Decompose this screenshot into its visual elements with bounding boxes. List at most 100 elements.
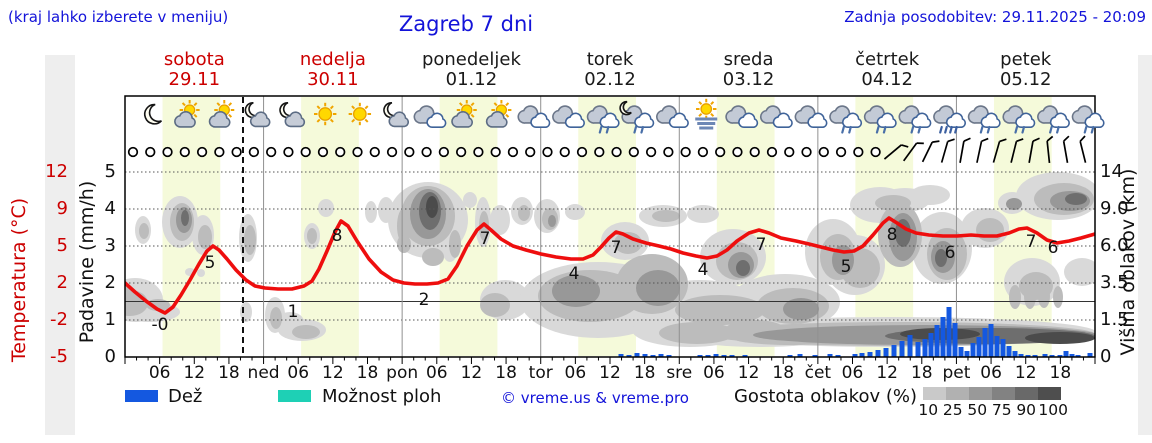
wind-calm-icon [248, 146, 260, 158]
weather-icon-clouds [794, 105, 828, 128]
temp-value-label: -0 [152, 315, 169, 335]
weather-icon-clouds-drizzle [863, 105, 897, 134]
density-tick: 75 [991, 401, 1012, 419]
rain-legend-label: Dež [168, 386, 203, 407]
wind-barb-icon [883, 144, 909, 160]
wind-barb-icon [902, 142, 924, 162]
cloud-blob [463, 192, 477, 208]
x-day-abbrev: čet [805, 363, 832, 383]
cloud-blob [1038, 284, 1050, 308]
temp-tick: 2 [56, 272, 68, 293]
wind-barb-icon [1010, 138, 1024, 163]
precip-bar [1012, 351, 1018, 357]
x-hour-label: 06 [703, 363, 725, 383]
page-title: Zagreb 7 dni [398, 12, 534, 36]
density-tick: 25 [942, 401, 963, 419]
x-hour-label: 12 [738, 363, 760, 383]
temp-tick: 5 [56, 235, 68, 256]
wind-symbols-row [127, 135, 1087, 164]
cloud-blob [875, 195, 911, 211]
x-hour-label: 12 [461, 363, 483, 383]
wind-barb-icon [1046, 135, 1054, 164]
cloud-blob [240, 302, 252, 322]
precip-bar [1000, 339, 1006, 357]
precip-bar [742, 355, 748, 357]
wind-calm-icon [438, 146, 450, 158]
wind-calm-icon [645, 146, 657, 158]
wind-calm-icon [490, 146, 501, 158]
cloud-blob [139, 223, 149, 239]
precip-bar [976, 337, 982, 357]
precip-bar [1032, 355, 1038, 357]
x-hour-label: 18 [634, 363, 656, 383]
weather-icons-row [144, 98, 1105, 134]
precip-bar [952, 323, 958, 357]
day-date: 05.12 [999, 69, 1052, 90]
wind-calm-icon [818, 146, 829, 158]
x-day-abbrev: tor [529, 363, 553, 383]
wind-calm-icon [404, 146, 415, 158]
cloud-blob [480, 293, 510, 317]
wind-calm-icon [766, 146, 778, 158]
precip-bar [658, 354, 664, 357]
last-update-text: Zadnja posodobitev: 29.11.2025 - 20:09 [844, 8, 1146, 26]
wind-calm-icon [214, 146, 225, 158]
precip-bar [899, 341, 905, 357]
weather-icon-clouds [552, 105, 585, 128]
gridlines [125, 171, 1095, 321]
x-hour-label: 06 [565, 363, 587, 383]
weather-icon-sun-cloud [451, 100, 477, 128]
cloud-blob [783, 298, 819, 320]
cloud-blob [910, 185, 950, 205]
precip-bar [697, 355, 703, 357]
precip-bar [928, 333, 934, 357]
precip-bar [729, 355, 735, 357]
x-day-abbrev: pet [942, 363, 970, 383]
precip-bar [875, 350, 881, 357]
left-axis-strip [45, 55, 75, 435]
cloud-blob [197, 269, 205, 277]
weather-icon-sun-haze [695, 98, 718, 130]
day-header-sreda: sreda 03.12 [679, 50, 819, 90]
precip-bar [787, 355, 793, 357]
day-header-ponedeljek: ponedeljek 01.12 [401, 50, 541, 90]
weather-icon-sun [348, 102, 372, 126]
rain-legend-swatch [125, 390, 158, 402]
temp-value-label: 5 [205, 253, 216, 273]
precip-bar [1057, 355, 1063, 357]
day-name: torek [586, 49, 634, 70]
temp-value-label: 5 [841, 257, 852, 277]
temp-tick: 9 [56, 198, 68, 219]
weather-icon-clouds [656, 105, 689, 128]
temp-value-label: 6 [1048, 238, 1059, 258]
cloud-blob [1064, 258, 1095, 286]
wind-calm-icon [749, 146, 760, 158]
precip-tick: 0 [104, 346, 116, 367]
wind-calm-icon [835, 146, 847, 158]
showers-legend-swatch [278, 390, 311, 402]
wind-calm-icon [853, 146, 864, 158]
precip-tick: 4 [104, 198, 116, 219]
precip-bar [705, 355, 711, 357]
cloud-blob [490, 205, 510, 235]
weather-icon-sun-cloud [208, 100, 235, 128]
cloud-blob [687, 205, 719, 223]
cloud-blob [422, 248, 444, 266]
day-header-sobota: sobota 29.11 [124, 50, 264, 90]
cloud-blob [426, 196, 438, 218]
cloud-blob [565, 204, 585, 220]
precip-bar [867, 352, 873, 357]
x-day-abbrev: sre [666, 363, 692, 383]
wind-calm-icon [266, 146, 277, 158]
precip-bar [835, 355, 841, 357]
day-date: 02.12 [584, 69, 636, 90]
weather-icon-moon-cloud [244, 101, 271, 128]
x-hour-label: 12 [599, 363, 621, 383]
day-date: 03.12 [722, 69, 775, 90]
precip-bar [666, 355, 672, 357]
copyright-link[interactable]: © vreme.us & vreme.pro [501, 389, 689, 407]
wind-calm-icon [196, 146, 208, 158]
day-date: 30.11 [307, 69, 359, 90]
precip-bar [915, 342, 921, 357]
